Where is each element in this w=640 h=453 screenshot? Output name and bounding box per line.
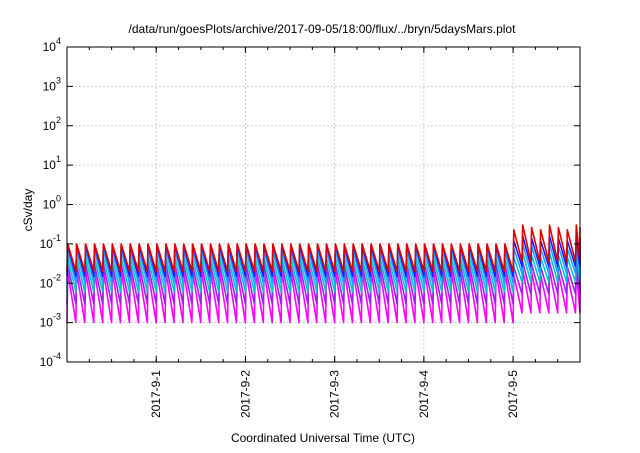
y-tick-label: 10-2 [40, 272, 61, 290]
x-tick-label: 2017-9-1 [149, 370, 163, 418]
y-tick-label: 100 [43, 194, 61, 212]
y-tick-label: 10-1 [40, 233, 61, 251]
series-layer [66, 224, 581, 324]
x-tick-label: 2017-9-5 [506, 370, 520, 418]
x-tick-label: 2017-9-2 [238, 370, 252, 418]
y-tick-label: 102 [43, 115, 61, 133]
x-axis-label: Coordinated Universal Time (UTC) [231, 431, 415, 445]
x-tick-label: 2017-9-4 [417, 370, 431, 418]
series-line [66, 224, 581, 273]
y-tick-label: 103 [43, 75, 61, 93]
y-tick-label: 10-4 [40, 351, 61, 369]
x-axis: 2017-9-1 2017-9-2 2017-9-3 2017-9-4 2017-9-5 [66, 47, 581, 418]
y-axis: 10-4 10-3 10-2 10-1 100 101 102 103 104 [40, 36, 580, 369]
y-tick-label: 104 [43, 36, 61, 54]
y-tick-label: 10-3 [40, 312, 61, 330]
x-tick-label: 2017-9-3 [328, 370, 342, 418]
y-axis-label: cSv/day [21, 189, 35, 232]
y-tick-label: 101 [43, 154, 61, 172]
chart-title: /data/run/goesPlots/archive/2017-09-05/1… [129, 22, 517, 36]
